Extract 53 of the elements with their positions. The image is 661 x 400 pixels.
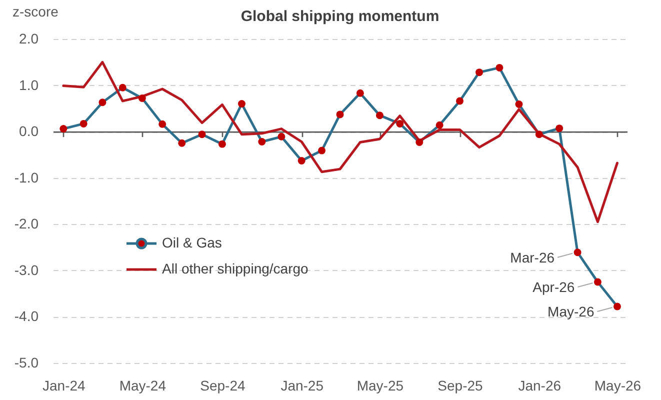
point xyxy=(515,100,523,108)
y-tick-label: -3.0 xyxy=(14,262,39,278)
point xyxy=(396,120,404,128)
x-tick-label: Sep-25 xyxy=(438,378,484,394)
point xyxy=(218,140,226,148)
point xyxy=(456,97,464,105)
point xyxy=(298,156,306,164)
x-tick-label: Jan-25 xyxy=(280,378,324,394)
point xyxy=(476,68,484,76)
point xyxy=(496,64,504,72)
y-tick-label: -5.0 xyxy=(14,354,39,370)
point xyxy=(574,248,582,256)
annotation: May-26 xyxy=(548,304,594,320)
x-tick-label: Sep-24 xyxy=(200,378,246,394)
point xyxy=(118,84,126,92)
point xyxy=(138,94,146,102)
legend-label: Oil & Gas xyxy=(162,234,222,250)
x-tick-label: Jan-24 xyxy=(42,378,86,394)
point xyxy=(594,278,602,286)
x-tick-label: May-25 xyxy=(356,378,404,394)
point xyxy=(336,110,344,118)
point xyxy=(376,112,384,120)
point xyxy=(178,139,186,147)
point xyxy=(613,302,621,310)
point xyxy=(258,138,266,146)
point xyxy=(416,138,424,146)
point xyxy=(535,130,543,138)
y-axis-title: z-score xyxy=(12,4,59,20)
y-tick-label: -2.0 xyxy=(14,216,39,232)
point xyxy=(278,132,286,140)
point xyxy=(198,130,206,138)
point xyxy=(556,124,564,132)
point xyxy=(98,98,106,106)
annotation: Mar-26 xyxy=(510,249,555,266)
y-tick-label: 0.0 xyxy=(19,123,39,140)
line-series xyxy=(62,60,618,224)
chart-title: Global shipping momentum xyxy=(240,8,440,25)
point xyxy=(318,146,326,154)
point xyxy=(60,125,68,133)
x-tick-label: Jan-26 xyxy=(518,378,562,394)
point xyxy=(80,120,88,128)
point xyxy=(238,100,246,108)
point xyxy=(436,121,444,129)
y-tick-label: -4.0 xyxy=(14,308,39,324)
annotation: Apr-26 xyxy=(532,279,575,295)
point xyxy=(158,120,166,128)
legend-label: All other shipping/cargo xyxy=(162,260,309,276)
x-tick-label: May-26 xyxy=(594,378,642,394)
y-tick-label: 2.0 xyxy=(19,30,39,46)
point xyxy=(356,89,364,97)
x-tick-label: May-24 xyxy=(119,378,166,394)
y-tick-label: -1.0 xyxy=(14,169,39,186)
y-tick-label: 1.0 xyxy=(19,76,39,93)
